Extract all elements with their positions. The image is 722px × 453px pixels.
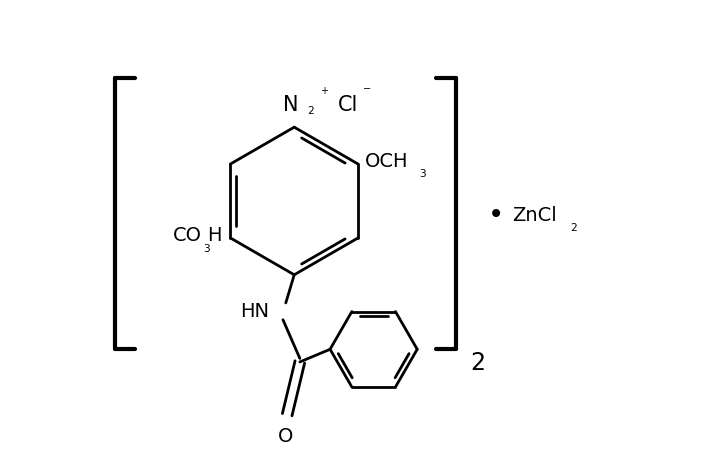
Text: CO: CO [173,226,202,245]
Text: $_2$: $_2$ [307,101,314,116]
Text: $_2$: $_2$ [570,220,578,235]
Text: ZnCl: ZnCl [512,206,557,225]
Text: $_3$: $_3$ [204,240,212,255]
Text: OCH: OCH [365,152,409,171]
Text: H: H [207,226,222,245]
Text: HN: HN [240,302,269,321]
Text: $^+$: $^+$ [318,86,329,100]
Text: O: O [278,427,293,446]
Text: $^-$: $^-$ [360,85,371,99]
Text: N: N [283,95,298,115]
Text: 2: 2 [470,351,485,375]
Text: $_3$: $_3$ [419,165,427,180]
Text: Cl: Cl [338,95,358,115]
Text: •: • [487,201,504,229]
